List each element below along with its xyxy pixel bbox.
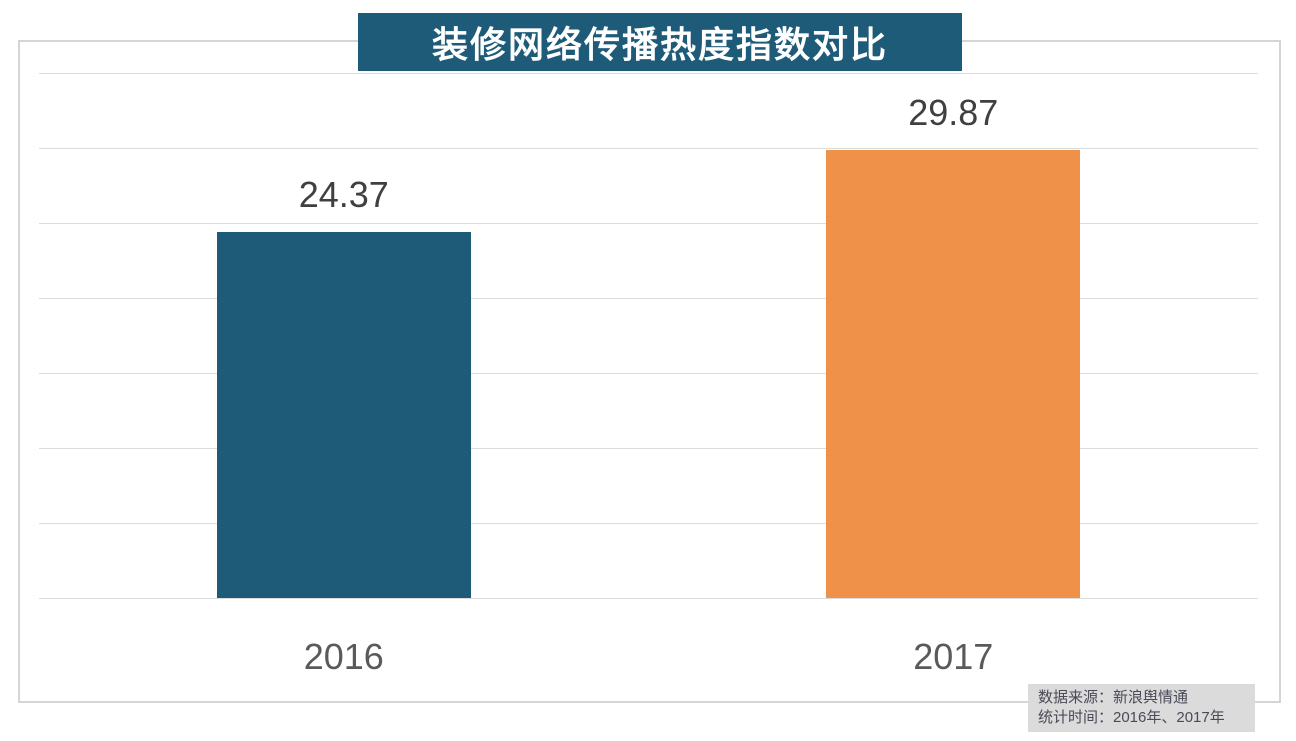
gridline <box>39 448 1258 449</box>
gridline <box>39 223 1258 224</box>
chart-title-banner: 装修网络传播热度指数对比 <box>358 13 962 71</box>
bar[interactable] <box>216 232 471 598</box>
gridline <box>39 373 1258 374</box>
bar-group: 24.37 2016 <box>216 0 471 741</box>
data-source-line: 数据来源：新浪舆情通 <box>1038 689 1189 706</box>
gridline <box>39 298 1258 299</box>
chart-title: 装修网络传播热度指数对比 <box>431 24 888 65</box>
gridline <box>39 73 1258 74</box>
category-axis-label: 2016 <box>303 636 384 677</box>
source-note: 数据来源：新浪舆情通 统计时间：2016年、2017年 <box>1028 684 1255 732</box>
chart-frame <box>18 40 1281 703</box>
bar[interactable] <box>826 149 1081 598</box>
category-axis-label: 2017 <box>913 636 994 677</box>
bar-value-label: 29.87 <box>908 91 999 133</box>
stat-period-line: 统计时间：2016年、2017年 <box>1038 709 1225 726</box>
gridline <box>39 148 1258 149</box>
bar-value-label: 24.37 <box>298 174 389 216</box>
gridline <box>39 523 1258 524</box>
gridline <box>39 598 1258 599</box>
bar-group: 29.87 2017 <box>826 0 1081 741</box>
